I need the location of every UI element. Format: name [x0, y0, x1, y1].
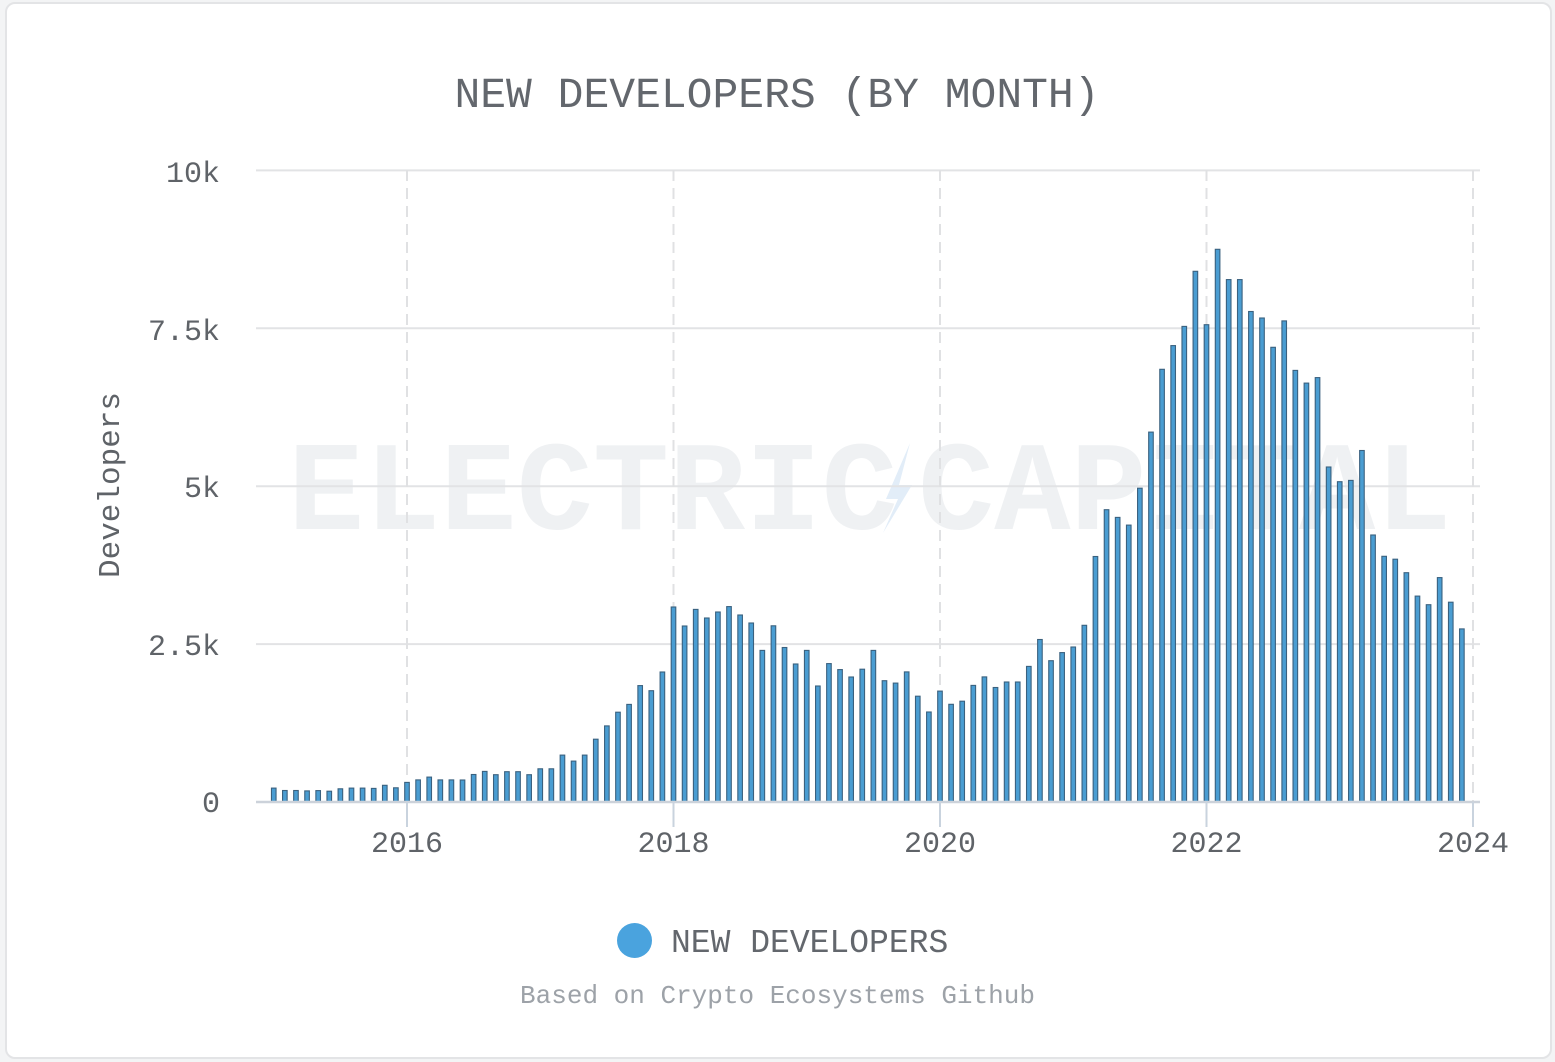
svg-text:NEW DEVELOPERS (BY MONTH): NEW DEVELOPERS (BY MONTH)	[454, 71, 1099, 120]
svg-text:Developers: Developers	[94, 392, 129, 578]
svg-text:2024: 2024	[1437, 828, 1509, 862]
svg-text:2016: 2016	[371, 828, 443, 862]
svg-text:2022: 2022	[1170, 828, 1242, 862]
svg-text:ELECTRIC: ELECTRIC	[288, 424, 898, 568]
svg-text:Based on Crypto Ecosystems Git: Based on Crypto Ecosystems Github	[520, 981, 1035, 1011]
svg-text:5k: 5k	[184, 473, 220, 507]
svg-text:2020: 2020	[904, 828, 976, 862]
svg-text:10k: 10k	[166, 158, 220, 192]
svg-text:2018: 2018	[637, 828, 709, 862]
svg-text:0: 0	[202, 788, 220, 822]
svg-text:7.5k: 7.5k	[148, 316, 220, 350]
svg-text:NEW DEVELOPERS: NEW DEVELOPERS	[671, 925, 948, 962]
svg-text:2.5k: 2.5k	[148, 631, 220, 665]
